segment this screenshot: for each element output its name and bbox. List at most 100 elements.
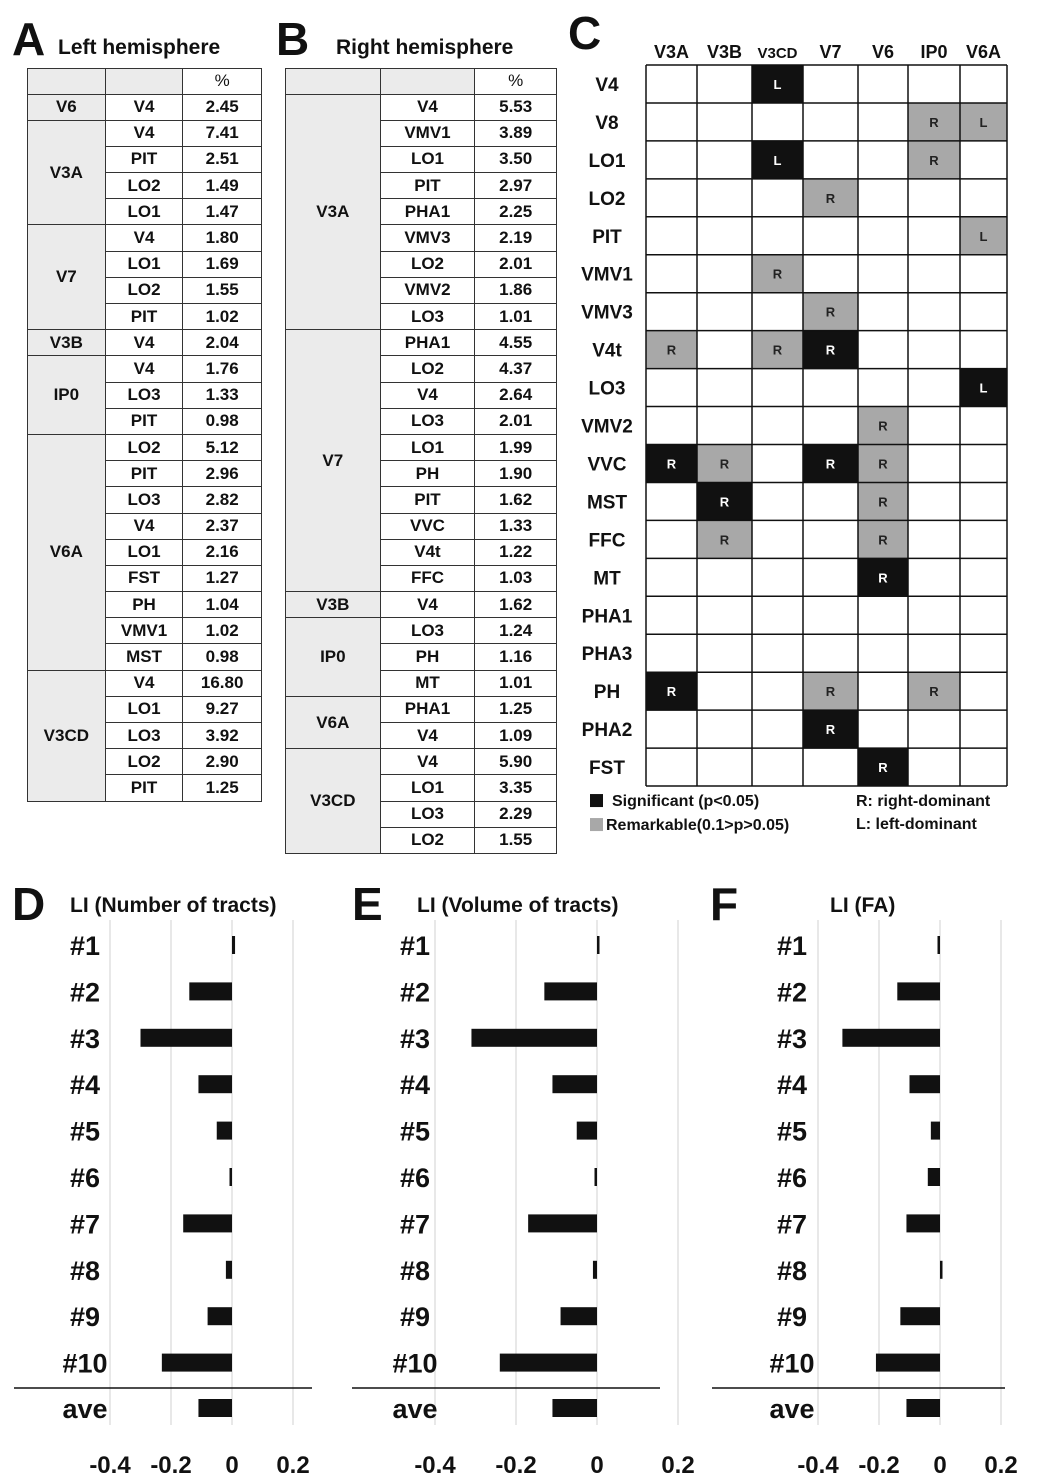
li-bar — [207, 1307, 232, 1326]
target-area-cell: V4 — [379, 591, 476, 619]
percent-cell: 7.41 — [182, 119, 262, 147]
percent-cell: 1.03 — [474, 564, 557, 593]
target-area-cell: LO3 — [379, 302, 476, 331]
target-area-cell: FST — [104, 564, 184, 593]
target-area-cell: MST — [104, 643, 184, 671]
percent-cell: 1.55 — [182, 276, 262, 305]
source-area-cell: V3B — [27, 329, 106, 357]
percent-cell: 4.55 — [474, 329, 557, 357]
category-label: #5 — [400, 1117, 430, 1147]
table-row: MT 1.01 — [286, 669, 557, 697]
right-hemisphere-table: % V3A V4 5.53 VMV1 3.89 LO1 3.50 PIT 2.97 PHA1 2.25… — [285, 68, 557, 854]
table-row: LO1 2.16 — [28, 538, 262, 566]
target-area-cell: PIT — [104, 145, 184, 174]
percent-cell: 4.37 — [474, 355, 557, 383]
table-row: PIT 1.25 — [28, 774, 262, 802]
li-bar — [189, 982, 232, 1001]
legend-left-dominant: L: left-dominant — [856, 816, 978, 833]
matrix-cell-remarkable — [803, 178, 858, 217]
dominance-mark: R — [773, 343, 783, 358]
matrix-row-label: MT — [593, 568, 621, 589]
category-label: #9 — [70, 1302, 100, 1332]
matrix-row-label: VVC — [587, 454, 626, 475]
target-area-cell: LO2 — [104, 433, 184, 462]
target-area-cell: V4 — [104, 224, 184, 252]
percent-cell: 1.80 — [182, 224, 262, 252]
matrix-row-label: LO1 — [589, 151, 626, 172]
category-label: #5 — [777, 1117, 807, 1147]
percent-cell: 3.92 — [182, 721, 262, 750]
percent-cell: 2.51 — [182, 145, 262, 174]
table-row: VMV3 2.19 — [286, 224, 557, 252]
target-area-cell: VMV2 — [379, 276, 476, 305]
percent-cell: 3.35 — [474, 774, 557, 802]
category-label: #8 — [400, 1256, 430, 1286]
chart-title: LI (Number of tracts) — [70, 894, 277, 917]
dominance-mark: R — [826, 343, 836, 358]
percent-cell: 3.50 — [474, 145, 557, 174]
table-row: LO1 1.47 — [28, 198, 262, 226]
header-blank-cell — [27, 68, 106, 95]
matrix-cell-significant — [960, 368, 1007, 407]
percent-cell: 1.33 — [182, 381, 262, 409]
table-row: LO2 4.37 — [286, 355, 557, 383]
matrix-cell-significant — [752, 140, 803, 179]
category-label: #10 — [62, 1349, 107, 1379]
dominance-mark: R — [720, 456, 730, 471]
target-area-cell: PIT — [379, 172, 476, 200]
target-area-cell: V4 — [104, 329, 184, 357]
li-bar — [930, 1121, 940, 1140]
matrix-row-label: PHA2 — [582, 720, 633, 741]
chart-panel-letter: E — [352, 878, 383, 930]
table-row: FFC 1.03 — [286, 564, 557, 593]
matrix-cell-significant — [858, 748, 908, 787]
dominance-mark: R — [826, 305, 836, 320]
table-row: FST 1.27 — [28, 564, 262, 593]
matrix-row-label: PIT — [592, 227, 622, 248]
table-row: V4 1.09 — [286, 721, 557, 750]
table-row: LO3 1.33 — [28, 381, 262, 409]
matrix-cell-significant — [803, 710, 858, 749]
legend-remarkable-label: Remarkable(0.1>p>0.05) — [606, 817, 789, 834]
dominance-mark: R — [826, 684, 836, 699]
target-area-cell: FFC — [379, 564, 476, 593]
percent-cell: 1.25 — [182, 774, 262, 802]
category-label: #9 — [400, 1302, 430, 1332]
legend-significant-swatch — [590, 794, 603, 808]
category-label: #7 — [400, 1209, 430, 1239]
table-row: LO3 1.01 — [286, 302, 557, 331]
percent-cell: 5.12 — [182, 433, 262, 462]
percent-cell: 2.16 — [182, 538, 262, 566]
dominance-matrix: V3A V3B V3CD V7 V6 IP0 V6A V4 V8 LO1 LO2 PIT VMV1 VMV… — [581, 42, 1008, 834]
table-row: LO1 1.69 — [28, 250, 262, 278]
target-area-cell: VMV1 — [379, 119, 476, 147]
target-area-cell: LO3 — [104, 721, 184, 750]
category-label: #2 — [400, 977, 430, 1007]
target-area-cell: LO1 — [104, 695, 184, 724]
category-label: #8 — [777, 1256, 807, 1286]
matrix-cell-remarkable — [858, 520, 908, 559]
category-label: #3 — [777, 1024, 807, 1054]
source-area-cell: V7 — [27, 224, 106, 331]
percent-cell: 1.33 — [474, 512, 557, 540]
chart-panel-letter: D — [12, 878, 45, 930]
target-area-cell: V4t — [379, 538, 476, 566]
li-bar — [198, 1075, 232, 1094]
percent-cell: 2.19 — [474, 224, 557, 252]
dominance-mark: R — [878, 456, 888, 471]
li-bar — [232, 936, 236, 954]
dominance-mark: R — [667, 343, 677, 358]
percent-cell: 1.49 — [182, 172, 262, 200]
category-label: #4 — [777, 1070, 807, 1100]
target-area-cell: LO3 — [104, 381, 184, 409]
target-area-cell: PIT — [104, 407, 184, 435]
percent-cell: 2.04 — [182, 329, 262, 357]
matrix-row-label: PHA1 — [582, 606, 633, 627]
legend-right-dominant: R: right-dominant — [856, 793, 991, 810]
percent-cell: 1.02 — [182, 617, 262, 645]
table-row: LO1 9.27 — [28, 695, 262, 724]
percent-cell: 1.90 — [474, 460, 557, 488]
header-blank-cell — [285, 68, 381, 95]
category-label: #1 — [400, 931, 430, 961]
category-label: #2 — [70, 977, 100, 1007]
